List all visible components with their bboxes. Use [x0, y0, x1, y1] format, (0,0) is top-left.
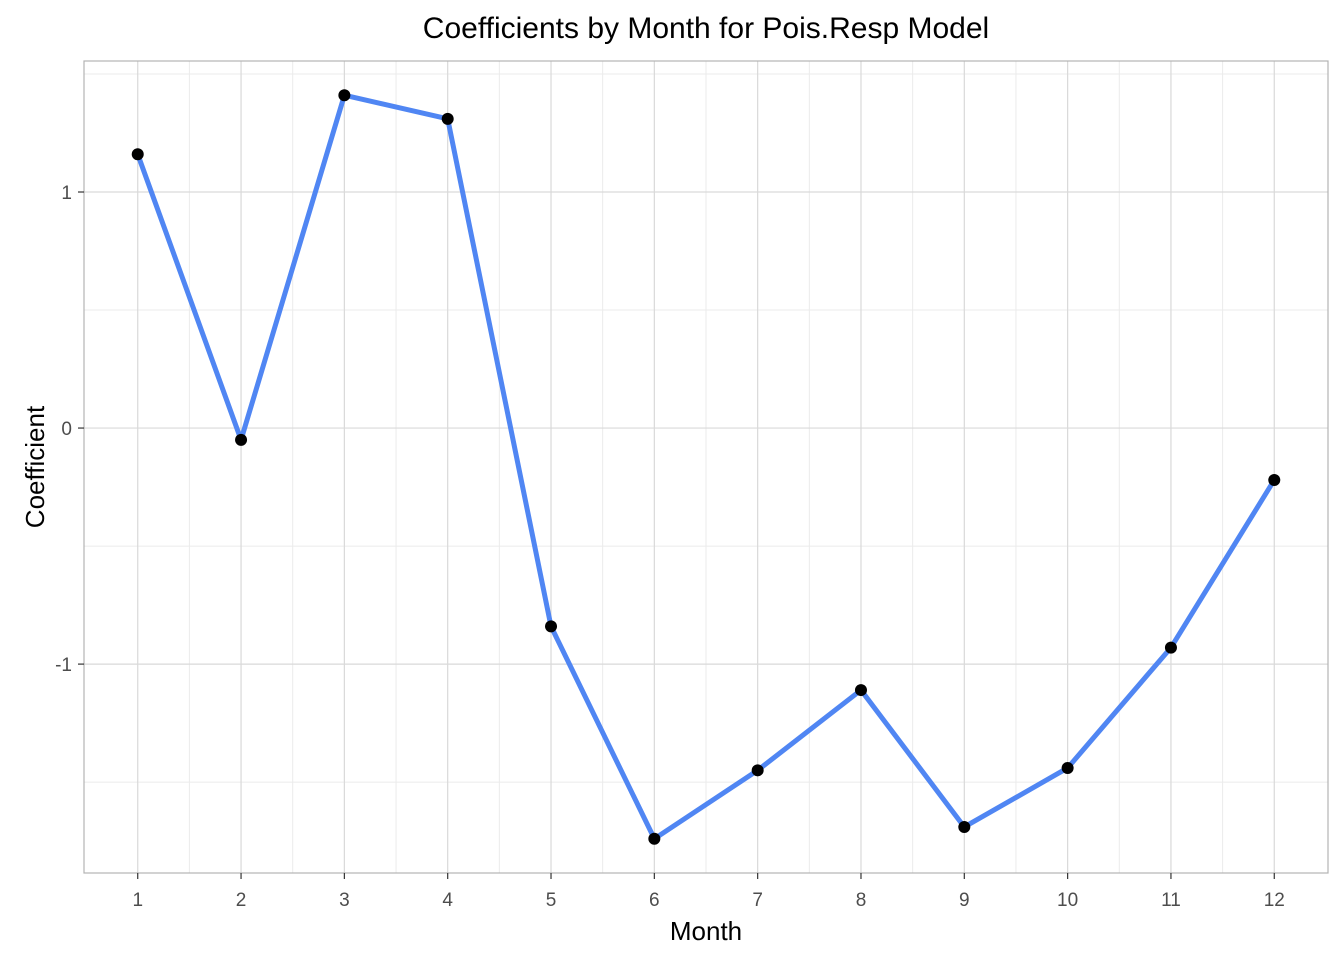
panel-border: [83, 60, 1329, 874]
y-tick-label: 1: [61, 183, 72, 204]
data-point: [131, 148, 144, 161]
x-tick-label: 2: [236, 890, 247, 911]
x-tick-label: 12: [1264, 890, 1285, 911]
data-point: [648, 832, 661, 845]
data-point: [1061, 761, 1074, 774]
x-tick-label: 10: [1057, 890, 1078, 911]
x-tick-label: 5: [546, 890, 557, 911]
data-point: [958, 820, 971, 833]
data-point: [235, 433, 248, 446]
y-tick-label: 0: [61, 419, 72, 440]
data-point: [545, 620, 558, 633]
y-tick-label: -1: [55, 655, 72, 676]
x-tick-label: 9: [959, 890, 970, 911]
data-point: [751, 764, 764, 777]
data-point: [1268, 473, 1281, 486]
x-axis-title: Month: [670, 916, 742, 946]
data-point: [1164, 641, 1177, 654]
grid-lines: [84, 61, 1328, 873]
x-tick-label: 8: [856, 890, 867, 911]
x-tick-label: 6: [649, 890, 660, 911]
x-tick-label: 1: [132, 890, 143, 911]
y-axis-title: Coefficient: [20, 405, 50, 528]
x-tick-label: 7: [752, 890, 763, 911]
data-point: [338, 89, 351, 102]
x-tick-label: 11: [1161, 890, 1181, 911]
series-line: [135, 92, 1277, 842]
data-point: [854, 684, 867, 697]
chart-title: Coefficients by Month for Pois.Resp Mode…: [423, 12, 989, 45]
x-tick-label: 3: [339, 890, 350, 911]
x-tick-label: 4: [442, 890, 453, 911]
data-point: [441, 112, 454, 125]
